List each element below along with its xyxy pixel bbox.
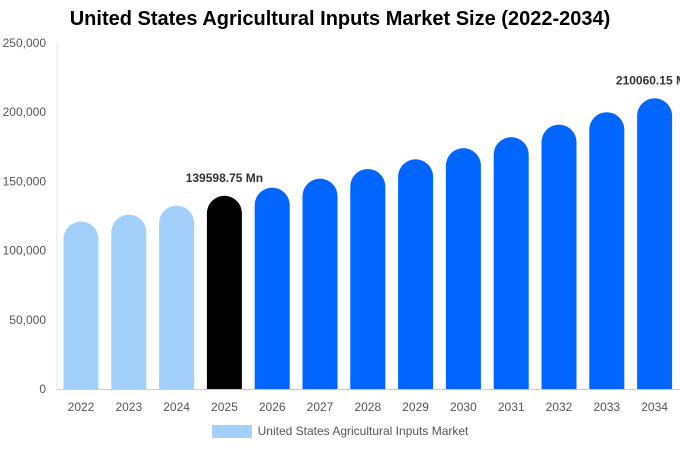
- x-tick-label: 2028: [354, 400, 381, 414]
- chart-title: United States Agricultural Inputs Market…: [69, 8, 611, 30]
- y-tick-label: 250,000: [3, 36, 47, 50]
- bar-2024: [159, 205, 195, 389]
- x-axis: 2022 2023 2024 2025 2026 2027 2028 2029 2030 2031…: [57, 389, 680, 414]
- x-tick-label: 2024: [163, 400, 190, 414]
- x-tick-label: 2029: [402, 400, 429, 414]
- x-tick-label: 2026: [259, 400, 286, 414]
- bar-2031: [493, 137, 529, 389]
- annotations: 139598.75 Mn 210060.15 Mn: [186, 73, 680, 185]
- bar-2023: [111, 214, 147, 389]
- y-tick-label: 0: [39, 382, 46, 396]
- bar-2026: [254, 187, 290, 389]
- legend: United States Agricultural Inputs Market: [0, 424, 680, 438]
- x-tick-label: 2030: [450, 400, 477, 414]
- bar-2029: [398, 159, 434, 389]
- x-tick-label: 2027: [307, 400, 334, 414]
- x-tick-label: 2031: [498, 400, 525, 414]
- bar-2033: [589, 112, 625, 389]
- x-tick-label: 2034: [641, 400, 668, 414]
- legend-label: United States Agricultural Inputs Market: [257, 424, 469, 438]
- x-tick-label: 2023: [115, 400, 142, 414]
- y-tick-label: 50,000: [9, 313, 46, 327]
- bar-2025: [206, 195, 242, 389]
- data-label-2025: 139598.75 Mn: [186, 171, 263, 185]
- x-tick-label: 2025: [211, 400, 238, 414]
- bar-2034: [637, 98, 673, 390]
- bar-2028: [350, 168, 386, 389]
- bar-2032: [541, 124, 577, 389]
- y-tick-label: 200,000: [3, 105, 47, 119]
- legend-swatch: [211, 424, 252, 438]
- x-tick-label: 2033: [593, 400, 620, 414]
- x-tick-label: 2032: [546, 400, 573, 414]
- x-tick-label: 2022: [68, 400, 95, 414]
- bars: [63, 98, 673, 390]
- y-axis: 0 50,000 100,000 150,000 200,000 250,000: [3, 36, 58, 396]
- data-label-2034: 210060.15 Mn: [616, 73, 680, 87]
- bar-2030: [445, 148, 481, 389]
- y-tick-label: 150,000: [3, 174, 47, 188]
- bar-2022: [63, 221, 99, 389]
- y-tick-label: 100,000: [3, 244, 47, 258]
- bar-2027: [302, 178, 338, 389]
